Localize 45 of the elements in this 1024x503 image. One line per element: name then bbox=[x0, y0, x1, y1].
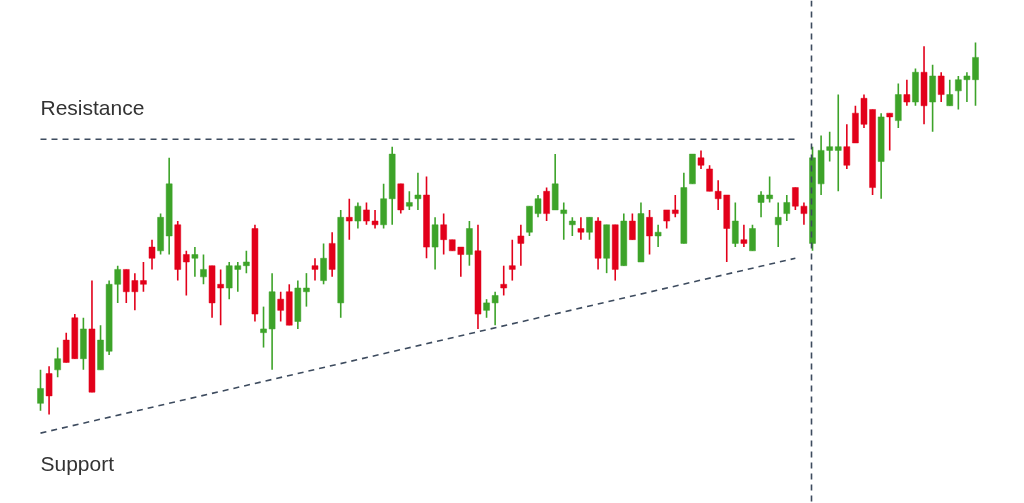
candlestick bbox=[243, 250, 250, 274]
candlestick bbox=[191, 246, 199, 278]
candlestick bbox=[697, 149, 705, 170]
candlestick bbox=[569, 216, 576, 237]
annotation: Resistance bbox=[40, 96, 145, 119]
candlestick bbox=[406, 190, 413, 211]
candlestick bbox=[946, 78, 954, 107]
candlestick bbox=[663, 209, 670, 230]
candlestick bbox=[706, 164, 713, 193]
candlestick bbox=[311, 257, 319, 282]
candlestick bbox=[440, 212, 447, 256]
candlestick bbox=[577, 216, 585, 241]
candlestick bbox=[303, 272, 310, 308]
candlestick bbox=[148, 238, 156, 271]
candlestick bbox=[320, 242, 327, 286]
candlestick bbox=[414, 171, 422, 211]
candlestick bbox=[183, 250, 190, 297]
candlestick bbox=[783, 194, 791, 222]
candlestick bbox=[346, 197, 353, 241]
candlestick bbox=[886, 112, 893, 152]
candlestick bbox=[749, 223, 756, 252]
candlestick bbox=[774, 201, 782, 248]
candlestick bbox=[517, 223, 525, 267]
candlestick bbox=[937, 71, 945, 103]
candlestick bbox=[354, 201, 362, 230]
candlestick bbox=[843, 123, 851, 170]
candlestick bbox=[277, 290, 284, 323]
candlestick bbox=[646, 209, 653, 256]
candlestick bbox=[543, 186, 550, 222]
candlestick bbox=[903, 78, 911, 107]
text: Support bbox=[40, 452, 115, 475]
candlestick bbox=[672, 194, 679, 219]
candlestick bbox=[431, 216, 439, 271]
candlestick bbox=[500, 264, 507, 297]
candlestick bbox=[37, 369, 44, 412]
candlestick bbox=[732, 201, 739, 248]
candlestick bbox=[509, 238, 516, 282]
candlestick bbox=[200, 253, 207, 286]
candlestick bbox=[586, 216, 593, 241]
candlestick bbox=[654, 223, 662, 248]
candlestick bbox=[835, 93, 842, 193]
candlestick bbox=[54, 346, 61, 379]
candlestick bbox=[629, 212, 636, 241]
candlestick bbox=[740, 223, 748, 248]
candlestick bbox=[45, 365, 53, 416]
